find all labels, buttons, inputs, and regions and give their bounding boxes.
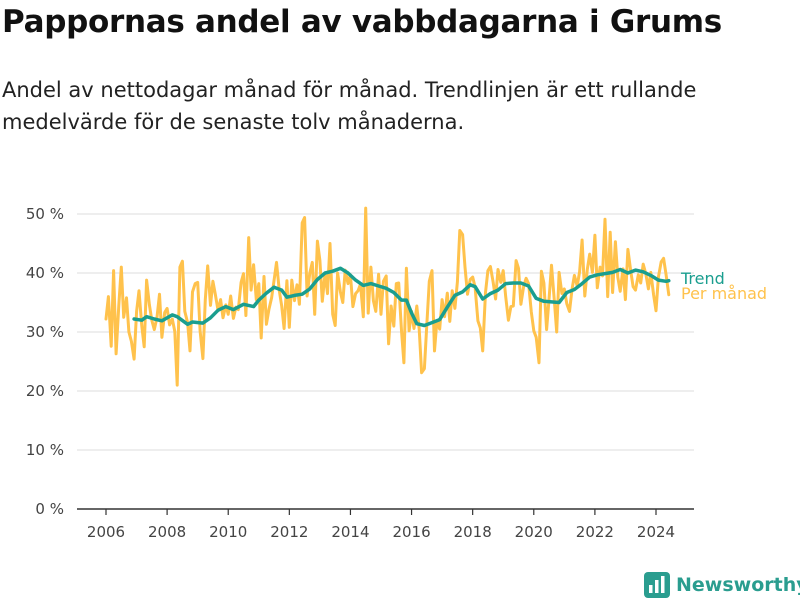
series-labels: Trend Per månad (680, 269, 767, 303)
page-title: Pappornas andel av vabbdagarna i Grums (2, 4, 722, 40)
x-tick-label: 2012 (270, 523, 308, 541)
y-tick-label: 20 % (26, 382, 64, 400)
axes: 0 % 10 % 20 % 30 % 40 % 50 % 2006 2008 2010 2012 2… (26, 205, 694, 541)
bar-chart-logo-icon (644, 572, 670, 598)
y-tick-label: 30 % (26, 323, 64, 341)
brand-name: Newsworthy (676, 574, 800, 596)
y-tick-label: 0 % (35, 500, 64, 518)
y-tick-label: 40 % (26, 264, 64, 282)
legend-label-per-manad: Per månad (681, 284, 767, 303)
x-tick-label: 2016 (392, 523, 430, 541)
x-tick-label: 2024 (637, 523, 675, 541)
x-tick-label: 2020 (515, 523, 553, 541)
x-tick-label: 2014 (331, 523, 369, 541)
x-tick-label: 2018 (454, 523, 492, 541)
brand-footer: Newsworthy (644, 570, 800, 600)
x-tick-label: 2006 (87, 523, 125, 541)
legend-label-trend: Trend (680, 269, 725, 288)
x-tick-label: 2010 (209, 523, 247, 541)
x-tick-label: 2022 (576, 523, 614, 541)
x-tick-label: 2008 (148, 523, 186, 541)
gridlines (77, 213, 694, 451)
y-tick-label: 10 % (26, 441, 64, 459)
y-tick-label: 50 % (26, 205, 64, 223)
page-subtitle: Andel av nettodagar månad för månad. Tre… (2, 78, 697, 134)
series-line-trend (132, 266, 671, 328)
series-line-per-manad (104, 206, 671, 387)
series-lines (104, 206, 671, 387)
